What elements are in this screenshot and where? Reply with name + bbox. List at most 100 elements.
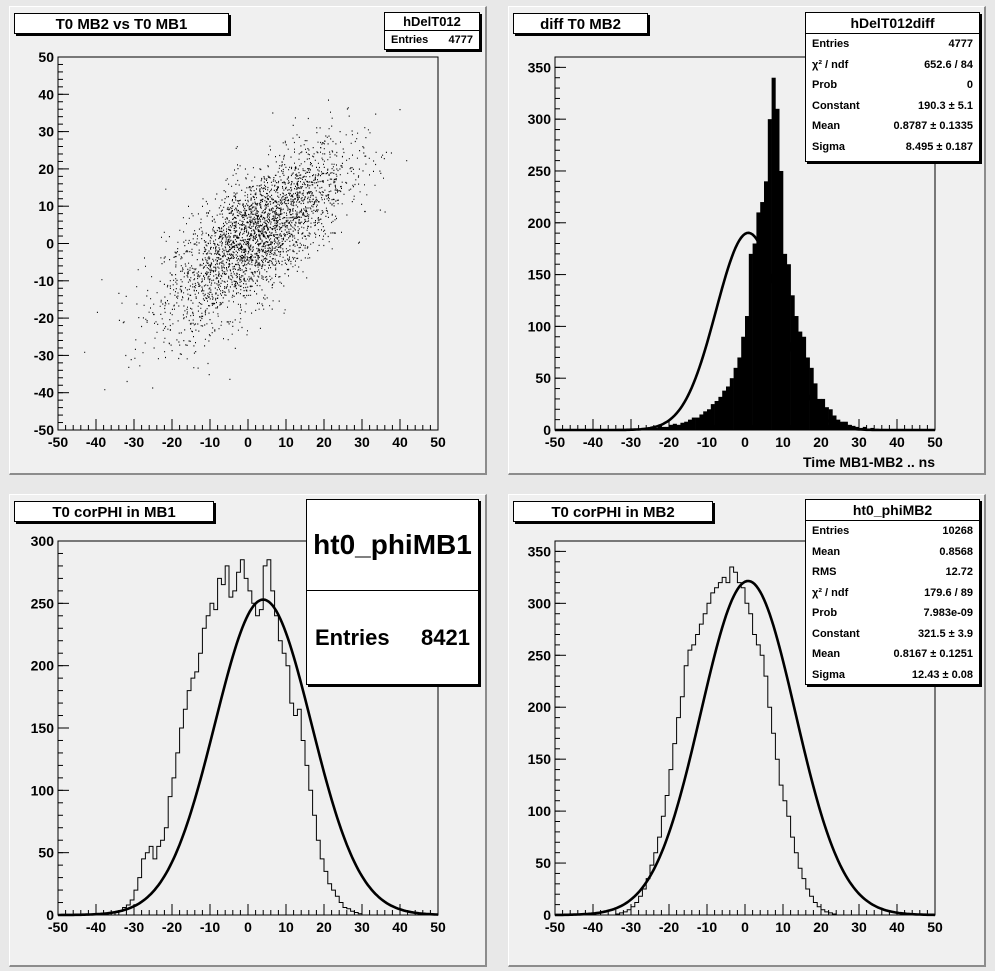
x-tick-label: -50 [545,919,565,935]
mb1-histogram: -50 -40 -30 -20 -10 0 10 20 30 40 50 0 50 100 150 200 25… [31,533,446,935]
mb2-stats-row: Mean 0.8568 [806,542,979,563]
x-tick-label: -10 [697,434,717,450]
stats-value: 7.983e-09 [923,607,973,619]
scatter-points [84,99,408,391]
stats-value: 8.495 ± 0.187 [905,140,973,153]
histogram-bar [699,414,704,430]
x-tick-label: 50 [927,434,943,450]
y-tick-label: 350 [528,543,552,559]
histogram-bar [745,316,750,430]
histogram-bar [665,426,670,430]
y-tick-label: 0 [543,422,551,438]
stats-value: 321.5 ± 3.9 [918,627,973,640]
y-tick-label: 0 [46,907,54,923]
stats-label: Mean [812,120,841,132]
x-tick-label: -40 [86,919,106,935]
histogram-bar [794,316,799,430]
x-tick-label: -10 [200,919,220,935]
mb2-stats-name: ht0_phiMB2 [806,500,979,521]
x-tick-label: -40 [583,919,603,935]
x-tick-label: -50 [48,434,68,450]
mb2-pad: -50 -40 -30 -20 -10 0 10 20 30 40 50 0 50 100 150 200 25… [508,494,986,967]
scatter-stats-name: hDelT012 [385,13,479,31]
x-tick-label: -40 [86,434,106,450]
diff-stats-row: Sigma 8.495 ± 0.187 [806,137,979,158]
x-tick-label: -30 [124,919,144,935]
x-tick-label: -30 [621,919,641,935]
stats-value: 8421 [421,625,470,650]
histogram-bar [707,409,712,430]
y-tick-label: 50 [535,370,551,386]
histogram-bar [756,212,761,430]
gaussian-fit-curve [555,231,935,432]
y-tick-label: 300 [528,111,552,127]
histogram-bar [828,409,833,430]
x-tick-label: -20 [659,919,679,935]
histogram-bar [821,398,826,430]
diff-title: diff T0 MB2 [513,13,648,34]
histogram-outline [58,559,438,916]
mb2-stats-row: Sigma 12.43 ± 0.08 [806,665,979,686]
histogram-outline [555,566,935,916]
scatter-pad: -50 -40 -30 -20 -10 0 10 20 30 40 50 -50 -40 -30 -20 -1… [9,6,487,475]
y-tick-label: 300 [528,595,552,611]
histogram-bar [669,424,674,430]
diff-histogram: -50 -40 -30 -20 -10 0 10 20 30 40 50 0 50 100 150 200 25… [528,56,943,470]
diff-stats-row: Entries 4777 [806,34,979,55]
x-tick-label: -50 [545,434,565,450]
gaussian-fit-curve [58,598,439,917]
stats-value: 4777 [948,38,973,50]
y-tick-label: 0 [543,907,551,923]
histogram-bar [688,419,693,430]
histogram-bar [733,367,738,430]
stats-value: 190.3 ± 5.1 [918,99,973,112]
x-tick-label: 30 [851,919,867,935]
histogram-bar [783,253,788,430]
stats-value: 652.6 / 84 [924,58,973,71]
y-tick-label: 150 [528,751,552,767]
x-tick-label: -20 [162,919,182,935]
y-tick-label: 100 [31,782,55,798]
mb2-stats-row: χ² / ndf 179.6 / 89 [806,583,979,604]
y-tick-label: -10 [34,273,54,289]
y-tick-label: -40 [34,385,54,401]
x-tick-label: 10 [278,919,294,935]
stats-label: Entries [812,38,850,50]
stats-label: Entries [812,525,850,537]
x-tick-label: 50 [430,434,446,450]
stats-value: 10268 [942,525,973,537]
x-tick-label: 0 [244,919,252,935]
x-tick-label: 30 [354,919,370,935]
diff-stats-name: hDelT012diff [806,13,979,34]
x-tick-label: 10 [775,434,791,450]
mb1-stats-name: ht0_phiMB1 [307,500,478,591]
stats-label: χ² / ndf [812,586,849,599]
histogram-bar [737,357,742,430]
y-tick-label: 150 [31,720,55,736]
diff-stats-row: Constant 190.3 ± 5.1 [806,96,979,117]
y-tick-label: 30 [38,124,54,140]
mb2-stats-row: Mean 0.8167 ± 0.1251 [806,644,979,665]
stats-label: Sigma [812,140,846,153]
stats-value: 0.8787 ± 0.1335 [893,120,973,132]
x-tick-label: 20 [316,434,332,450]
histogram-bar [653,427,658,430]
x-tick-label: 40 [392,919,408,935]
stats-label: Mean [812,545,841,558]
stats-label: Entries [315,625,390,650]
stats-label: RMS [812,566,837,578]
y-tick-label: 200 [528,215,552,231]
stats-value: 0.8568 [939,545,973,558]
y-tick-label: -20 [34,310,54,326]
histogram-bar [672,423,677,430]
stats-label: Prob [812,79,838,91]
mb2-stats-row: RMS 12.72 [806,562,979,583]
mb2-title: T0 corPHI in MB2 [513,501,713,522]
y-tick-label: 100 [528,803,552,819]
x-tick-label: 0 [244,434,252,450]
histogram-bar [684,421,689,430]
x-tick-label: -10 [200,434,220,450]
histogram-bar [748,253,753,430]
mb2-stats-row: Entries 10268 [806,521,979,542]
stats-value: 12.43 ± 0.08 [911,668,973,681]
